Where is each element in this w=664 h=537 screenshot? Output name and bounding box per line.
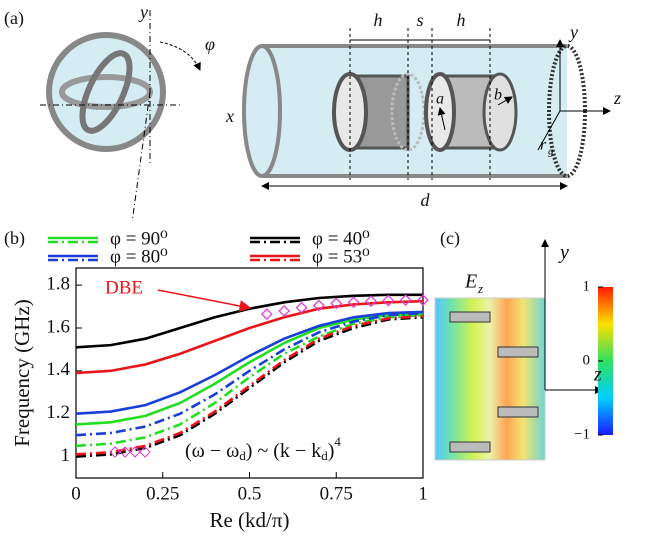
shape [160, 42, 200, 70]
x-tick-label: 0 [71, 483, 81, 504]
y-tick-label: 1.6 [46, 316, 70, 337]
x-tick-label: 0.5 [238, 483, 262, 504]
dim-label: h [457, 10, 466, 30]
shape [484, 74, 516, 150]
panel-label: (b) [4, 228, 25, 249]
shape [426, 74, 454, 150]
y-tick-label: 1 [61, 445, 71, 466]
x-tick-label: 0.25 [146, 483, 179, 504]
panel-label: (a) [4, 8, 24, 29]
shape [262, 46, 567, 176]
dim-label-sub: g [548, 146, 554, 158]
x-tick-label: 1 [418, 483, 428, 504]
axis-label: x [225, 106, 234, 126]
dbe-arrow [158, 290, 250, 308]
dim-label: h [374, 10, 383, 30]
axis-label: z [613, 88, 621, 108]
dim-label: d [421, 190, 431, 210]
dbe-point [262, 309, 272, 319]
shape [244, 46, 280, 176]
axis-label: z [593, 364, 602, 386]
figure: (a) (b) (c) y x φ [0, 0, 664, 537]
field-title: E [464, 271, 477, 293]
x-tick-label: 0.75 [320, 483, 353, 504]
shape [498, 407, 538, 417]
line-series [76, 313, 423, 435]
line-series [76, 317, 423, 456]
field-title-sub: z [477, 281, 483, 296]
formula-part: (ω − ω [185, 440, 239, 462]
y-tick-label: 1.4 [46, 359, 70, 380]
formula-part: ) ~ (k − k [246, 440, 321, 462]
formula-part: ) [328, 440, 335, 462]
dim-label: s [416, 10, 423, 30]
shape [49, 35, 163, 149]
chart: 1 1.2 1.4 1.6 1.8 0 0.25 0.5 0.75 1 Re (kd/π) Frequ… [10, 228, 428, 531]
x-axis-label: Re (kd/π) [209, 508, 289, 532]
dbe-point [279, 306, 289, 316]
colorbar-tick-label: 1 [583, 278, 591, 294]
shape [498, 347, 538, 357]
shape [450, 442, 490, 452]
dim-label: r [540, 137, 547, 154]
cross-section [40, 10, 202, 221]
y-axis-label: Frequency (GHz) [10, 299, 34, 447]
dbe-label: DBE [105, 277, 143, 298]
dim-label: a [436, 91, 444, 108]
shape [450, 312, 490, 322]
formula-part: 4 [334, 434, 341, 449]
colorbar-tick-label: −1 [574, 426, 590, 442]
y-tick-label: 1.8 [46, 274, 70, 295]
panel-label: (c) [440, 228, 460, 249]
line-series [76, 315, 423, 446]
waveguide [244, 28, 610, 186]
axis-label: y [138, 2, 148, 22]
axis-label: y [568, 22, 578, 42]
dim-label: b [494, 87, 502, 104]
y-tick-label: 1.2 [46, 402, 70, 423]
dbe-formula: (ω − ωd) ~ (k − kd)4 [185, 434, 341, 463]
legend-label: φ = 53⁰ [312, 246, 370, 267]
dbe-point [401, 295, 411, 305]
line-series [76, 316, 423, 454]
colorbar-tick-label: 0 [583, 352, 591, 368]
dbe-point [383, 296, 393, 306]
legend-label: φ = 80⁰ [110, 246, 168, 267]
axis-label: y [558, 242, 569, 264]
angle-label: φ [205, 34, 215, 54]
